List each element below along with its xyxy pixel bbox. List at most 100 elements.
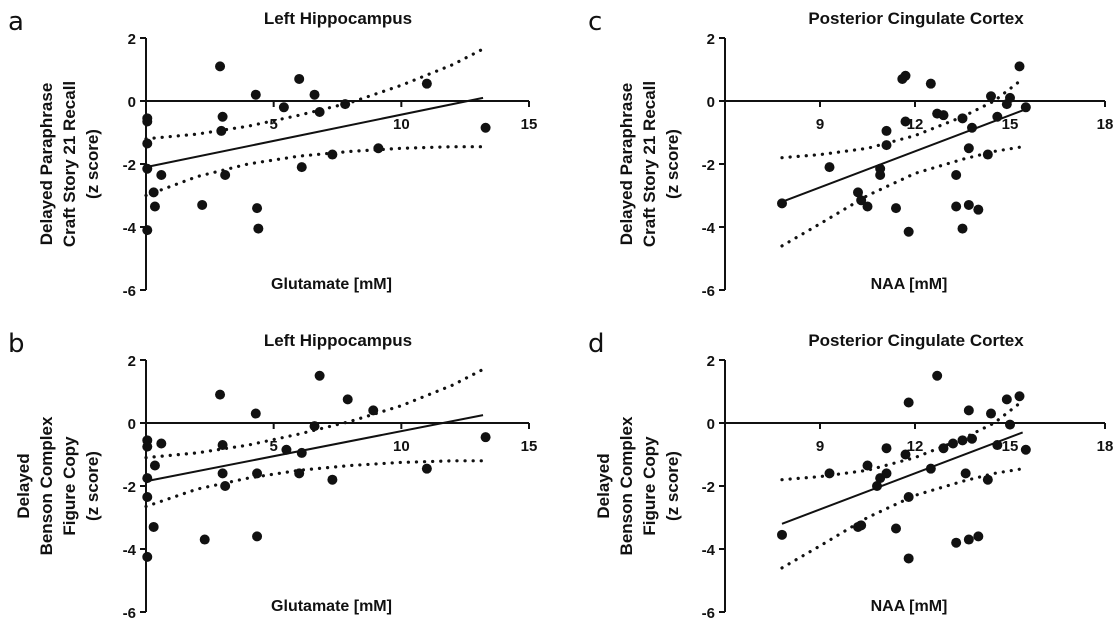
data-point bbox=[881, 140, 892, 151]
ci-upper-band bbox=[144, 47, 485, 141]
y-axis-label-line: Figure Copy bbox=[60, 436, 79, 536]
y-axis-label-line: (z score) bbox=[663, 451, 682, 521]
y-tick-label: 0 bbox=[128, 94, 136, 111]
data-point bbox=[148, 521, 159, 532]
y-tick-label: 0 bbox=[707, 416, 715, 433]
y-axis-label-line: (z score) bbox=[83, 129, 102, 199]
data-point bbox=[1005, 92, 1015, 103]
ci-upper-band bbox=[144, 367, 485, 460]
data-point bbox=[777, 198, 787, 209]
data-point bbox=[862, 201, 873, 212]
data-point bbox=[1020, 102, 1031, 113]
panel-b: b Left Hippocampus -6 -4 -2 0 2 5 10 15 Glutamate … bbox=[8, 329, 537, 622]
data-point bbox=[156, 170, 167, 181]
data-point bbox=[215, 61, 226, 72]
data-point bbox=[986, 91, 996, 102]
y-tick-label: 2 bbox=[707, 353, 715, 370]
panel-letter: d bbox=[588, 329, 605, 359]
data-point bbox=[967, 122, 977, 133]
data-point bbox=[252, 468, 263, 479]
x-tick-label: 15 bbox=[1002, 438, 1019, 455]
data-point bbox=[951, 537, 962, 548]
data-point bbox=[156, 438, 167, 449]
data-point bbox=[142, 225, 153, 236]
data-point bbox=[1001, 394, 1012, 405]
chart-title: Posterior Cingulate Cortex bbox=[808, 331, 1024, 350]
data-point bbox=[957, 223, 968, 234]
y-axis-label-line: Delayed bbox=[14, 453, 33, 518]
data-point bbox=[824, 468, 835, 479]
data-point bbox=[963, 405, 974, 416]
data-point bbox=[142, 441, 153, 452]
panel-a: a Left Hippocampus -6 -4 -2 0 2 5 10 15 Glutamate … bbox=[8, 7, 537, 300]
x-tick-label: 15 bbox=[521, 438, 538, 455]
data-point bbox=[421, 463, 432, 474]
ci-lower-band bbox=[780, 467, 1025, 570]
data-point bbox=[982, 474, 993, 485]
data-point bbox=[881, 468, 892, 479]
x-axis-label: NAA [mM] bbox=[871, 276, 948, 293]
data-point bbox=[250, 89, 261, 100]
ci-lower-band bbox=[780, 145, 1025, 248]
data-point bbox=[327, 149, 338, 160]
x-axis-label: Glutamate [mM] bbox=[271, 276, 392, 293]
panel-c: c Posterior Cingulate Cortex -6 -4 -2 0 2 9 12 15… bbox=[588, 7, 1113, 300]
regression-line bbox=[781, 109, 1024, 203]
data-point bbox=[314, 107, 325, 118]
data-point bbox=[960, 468, 971, 479]
data-point bbox=[215, 389, 226, 400]
y-axis-label-line: Figure Copy bbox=[640, 436, 659, 536]
data-point bbox=[982, 149, 993, 160]
y-tick-label: 2 bbox=[128, 31, 136, 48]
y-tick-label: -4 bbox=[123, 542, 137, 559]
y-axis-label-line: (z score) bbox=[83, 451, 102, 521]
data-point bbox=[1014, 61, 1025, 72]
y-axis-label-line: Delayed Paraphrase bbox=[37, 83, 56, 246]
data-point bbox=[309, 421, 320, 432]
data-point bbox=[963, 199, 974, 210]
data-point bbox=[925, 463, 936, 474]
data-point bbox=[220, 170, 231, 181]
y-tick-label: -6 bbox=[702, 283, 715, 300]
x-tick-label: 15 bbox=[521, 116, 538, 133]
y-tick-label: 2 bbox=[128, 353, 136, 370]
data-point bbox=[903, 397, 914, 408]
chart-title: Left Hippocampus bbox=[264, 331, 412, 350]
data-point bbox=[973, 531, 984, 542]
x-tick-label: 18 bbox=[1097, 438, 1114, 455]
y-tick-label: -4 bbox=[123, 220, 137, 237]
data-point bbox=[938, 443, 949, 454]
data-point bbox=[963, 143, 974, 154]
data-point bbox=[957, 435, 968, 446]
data-point bbox=[149, 460, 160, 471]
data-point bbox=[216, 125, 227, 136]
data-point bbox=[142, 138, 153, 149]
data-point bbox=[197, 199, 208, 210]
data-point bbox=[963, 534, 974, 545]
data-point bbox=[142, 163, 153, 174]
data-point bbox=[1014, 391, 1025, 402]
data-point bbox=[296, 447, 307, 458]
x-tick-label: 10 bbox=[393, 438, 410, 455]
ci-lower-band bbox=[144, 459, 485, 509]
data-point bbox=[252, 203, 263, 214]
data-point bbox=[148, 187, 159, 198]
data-point bbox=[1005, 419, 1015, 430]
y-tick-label: 2 bbox=[707, 31, 715, 48]
data-point bbox=[881, 443, 892, 454]
x-tick-label: 15 bbox=[1002, 116, 1019, 133]
data-point bbox=[938, 110, 949, 121]
data-point bbox=[252, 531, 263, 542]
data-point bbox=[986, 408, 996, 419]
y-tick-label: -2 bbox=[702, 479, 715, 496]
data-point bbox=[480, 122, 491, 133]
y-axis-label-line: Craft Story 21 Recall bbox=[60, 81, 79, 247]
y-tick-label: -2 bbox=[123, 479, 136, 496]
data-point bbox=[199, 534, 210, 545]
data-point bbox=[903, 492, 914, 503]
data-point bbox=[900, 116, 911, 127]
y-tick-label: -2 bbox=[123, 157, 136, 174]
data-point bbox=[142, 492, 153, 503]
data-point bbox=[951, 201, 962, 212]
